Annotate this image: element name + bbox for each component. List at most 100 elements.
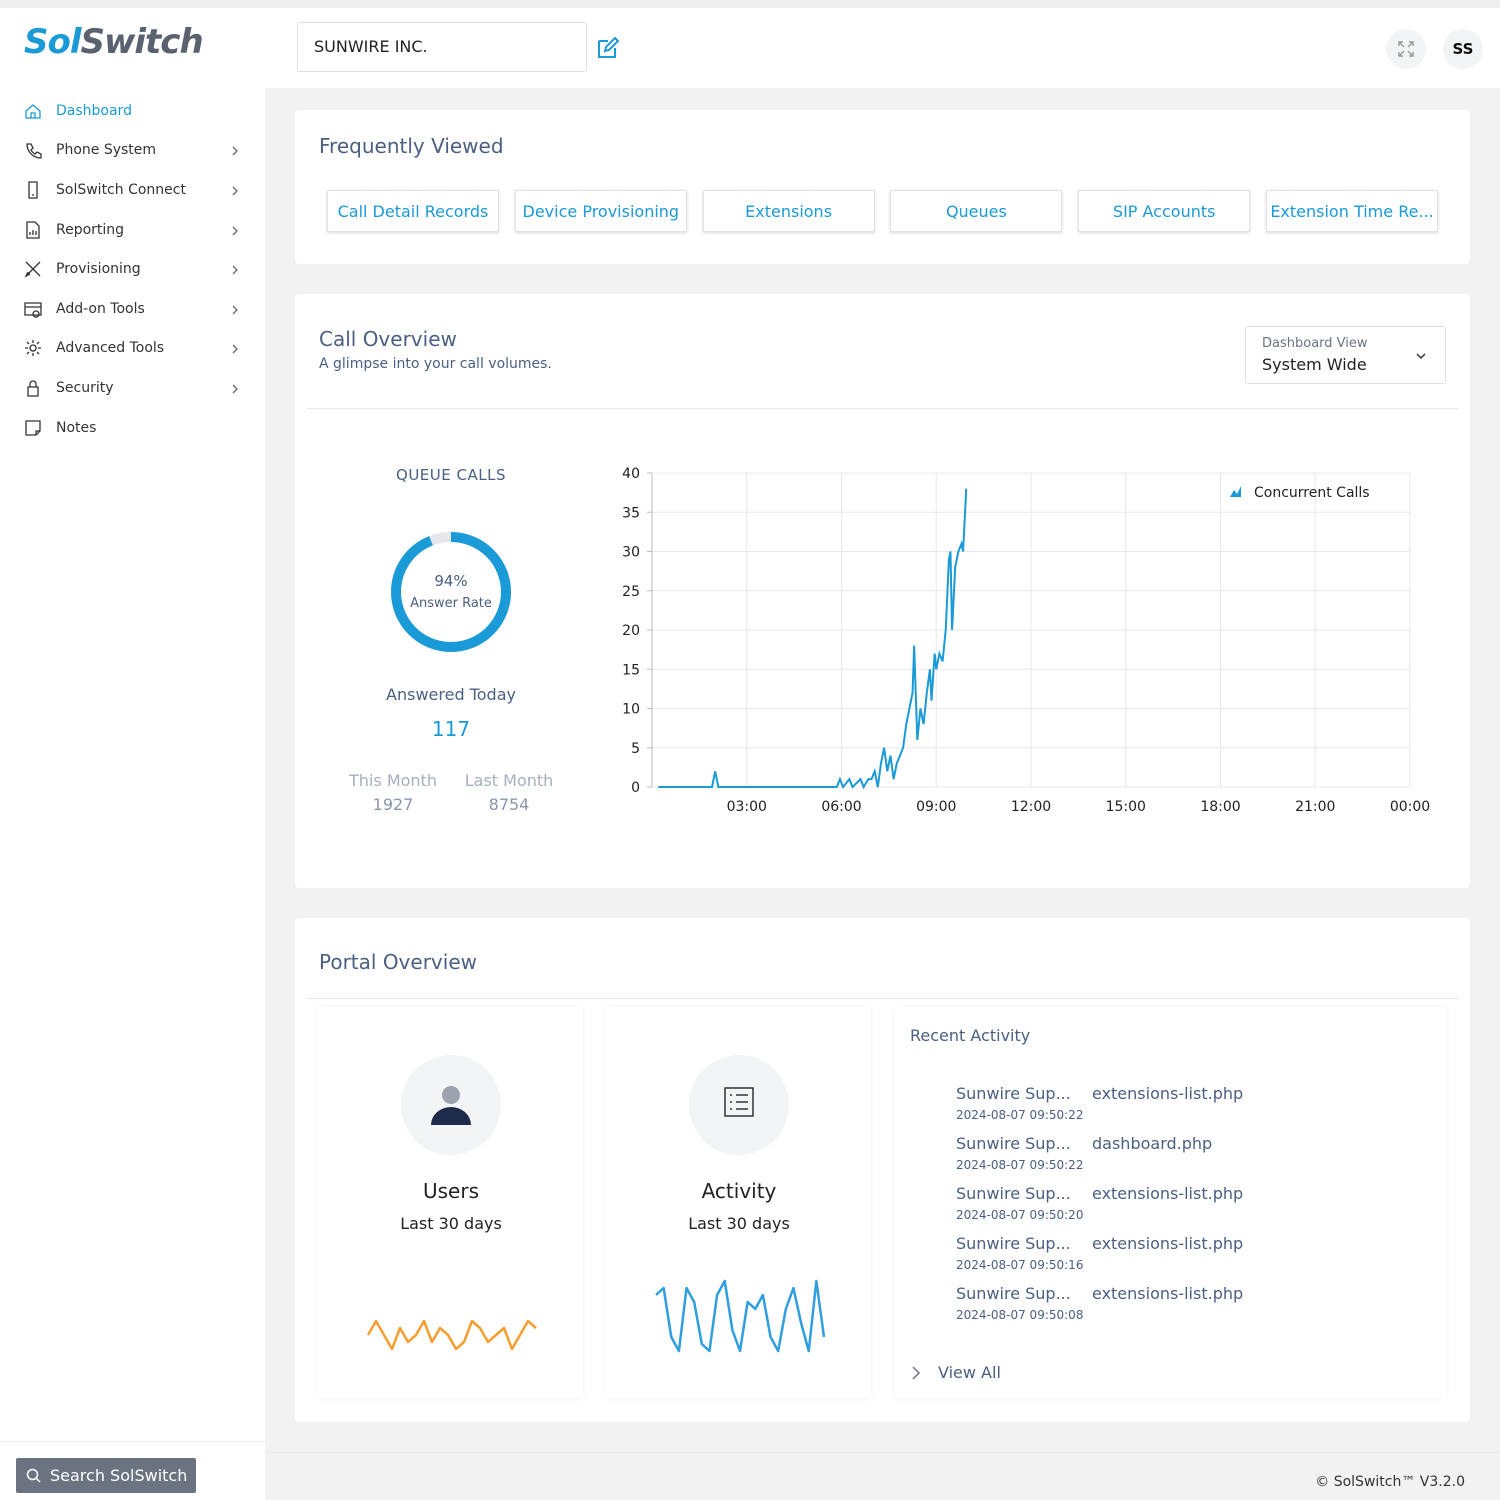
x-tick-label: 15:00	[1106, 799, 1146, 815]
activity-page: extensions-list.php	[1092, 1184, 1244, 1203]
dropdown-value: System Wide	[1262, 355, 1367, 374]
activity-user: Sunwire Sup...	[956, 1184, 1071, 1203]
chevron-path	[232, 186, 238, 196]
activity-page: extensions-list.php	[1092, 1084, 1244, 1103]
nav-item[interactable]: Phone System	[56, 142, 157, 158]
quick-link[interactable]: Extension Time Re...	[1266, 190, 1438, 232]
activity-time: 2024-08-07 09:50:22	[956, 1158, 1084, 1172]
tile-title: Users	[422, 1179, 480, 1203]
user-avatar[interactable]: SS	[1443, 29, 1483, 69]
search-lens	[26, 1468, 39, 1481]
section-title: Call Overview	[319, 327, 457, 351]
chevron-path	[1416, 353, 1426, 360]
nav-chevron	[232, 146, 238, 156]
nav-icon-path	[25, 104, 41, 119]
x-tick-label: 06:00	[821, 799, 861, 815]
y-tick-label: 25	[622, 584, 640, 600]
top-strip	[0, 0, 1500, 8]
list-frame	[724, 1087, 754, 1117]
nav-icon-path	[25, 420, 41, 436]
nav-icon-path	[26, 221, 40, 239]
y-tick-label: 35	[622, 505, 640, 521]
sparkline	[366, 1319, 537, 1351]
dropdown-label: Dashboard View	[1262, 336, 1368, 351]
quick-link[interactable]: Extensions	[702, 190, 875, 232]
section-title: Frequently Viewed	[319, 134, 504, 158]
recent-activity-title: Recent Activity	[910, 1026, 1031, 1045]
search-button[interactable]: Search SolSwitch	[16, 1458, 196, 1493]
nav-item[interactable]: Notes	[56, 420, 97, 436]
queue-title: QUEUE CALLS	[396, 466, 506, 484]
view-dropdown[interactable]: Dashboard View System Wide	[1245, 326, 1446, 384]
activity-page: extensions-list.php	[1092, 1284, 1244, 1303]
edit-icon-frame	[598, 40, 616, 58]
nav-icon	[24, 302, 42, 318]
nav-item[interactable]: SolSwitch Connect	[56, 182, 186, 198]
quick-link[interactable]: SIP Accounts	[1078, 190, 1251, 232]
this-month: 1927	[372, 795, 414, 814]
chevron-path	[232, 384, 238, 394]
y-tick-label: 40	[622, 466, 640, 482]
legend-swatch	[1230, 486, 1241, 497]
chevron-path	[912, 1366, 921, 1380]
nav-item[interactable]: Add-on Tools	[56, 301, 145, 317]
activity-time: 2024-08-07 09:50:20	[956, 1208, 1084, 1222]
nav-icon-path	[24, 302, 42, 318]
section-title: Portal Overview	[319, 950, 477, 974]
view-all-link[interactable]: View All	[938, 1363, 1001, 1382]
quick-link[interactable]: Queues	[890, 190, 1063, 232]
nav-icon	[25, 420, 41, 436]
last-month-label: Last Month	[464, 771, 554, 790]
nav-icon	[28, 181, 38, 199]
line-chart: 0 5 10 15 20 25 30 35 40 03:00 06:00 09:00 12:00 15:0…	[622, 466, 1430, 815]
nav-chevron	[232, 226, 238, 236]
footer-divider	[265, 1452, 1500, 1453]
nav-chevron	[232, 384, 238, 394]
user-body	[431, 1107, 471, 1125]
x-tick-label: 12:00	[1011, 799, 1051, 815]
answer-rate: 94%	[434, 572, 468, 590]
frequently-viewed-card	[295, 110, 1470, 264]
y-tick-label: 5	[631, 741, 640, 757]
activity-page: dashboard.php	[1092, 1134, 1213, 1153]
nav-chevron	[232, 265, 238, 275]
view-all-chevron	[912, 1366, 921, 1380]
edit-icon[interactable]	[596, 36, 620, 60]
x-tick-label: 21:00	[1295, 799, 1335, 815]
chevron-path	[232, 265, 238, 275]
nav-icon-path	[24, 261, 41, 278]
activity-user: Sunwire Sup...	[956, 1234, 1071, 1253]
answer-rate-donut	[391, 532, 511, 652]
nav-item[interactable]: Dashboard	[56, 103, 132, 119]
nav-icon	[26, 143, 42, 159]
y-tick-label: 15	[622, 662, 640, 678]
nav-icon	[25, 340, 41, 356]
tile-period: Last 30 days	[400, 1214, 502, 1233]
users-icon	[431, 1086, 471, 1125]
activity-user: Sunwire Sup...	[956, 1134, 1071, 1153]
nav-chevron	[232, 186, 238, 196]
nav-icon-path	[25, 340, 41, 356]
nav-item[interactable]: Advanced Tools	[56, 340, 165, 356]
sparkline	[655, 1279, 826, 1353]
fullscreen-button[interactable]	[1386, 29, 1426, 69]
search-label: Search SolSwitch	[50, 1466, 188, 1485]
quick-link[interactable]: Device Provisioning	[514, 190, 687, 232]
chevron-path	[232, 344, 238, 354]
quick-link[interactable]: Call Detail Records	[327, 190, 499, 232]
nav-icon	[26, 221, 40, 239]
activity-user: Sunwire Sup...	[956, 1284, 1071, 1303]
nav-icon-path	[26, 143, 42, 159]
nav-item[interactable]: Security	[56, 380, 114, 396]
chevron-path	[232, 146, 238, 156]
edit-icon-pen	[603, 36, 620, 53]
logo: SolSwitch	[24, 22, 204, 62]
chevron-path	[232, 226, 238, 236]
header	[0, 8, 1500, 88]
nav-item[interactable]: Reporting	[56, 222, 125, 238]
answered-today: 117	[431, 717, 471, 741]
x-tick-label: 18:00	[1200, 799, 1240, 815]
nav-icon-path	[28, 181, 38, 199]
company-input[interactable]: SUNWIRE INC.	[297, 22, 587, 72]
nav-item[interactable]: Provisioning	[56, 261, 141, 277]
